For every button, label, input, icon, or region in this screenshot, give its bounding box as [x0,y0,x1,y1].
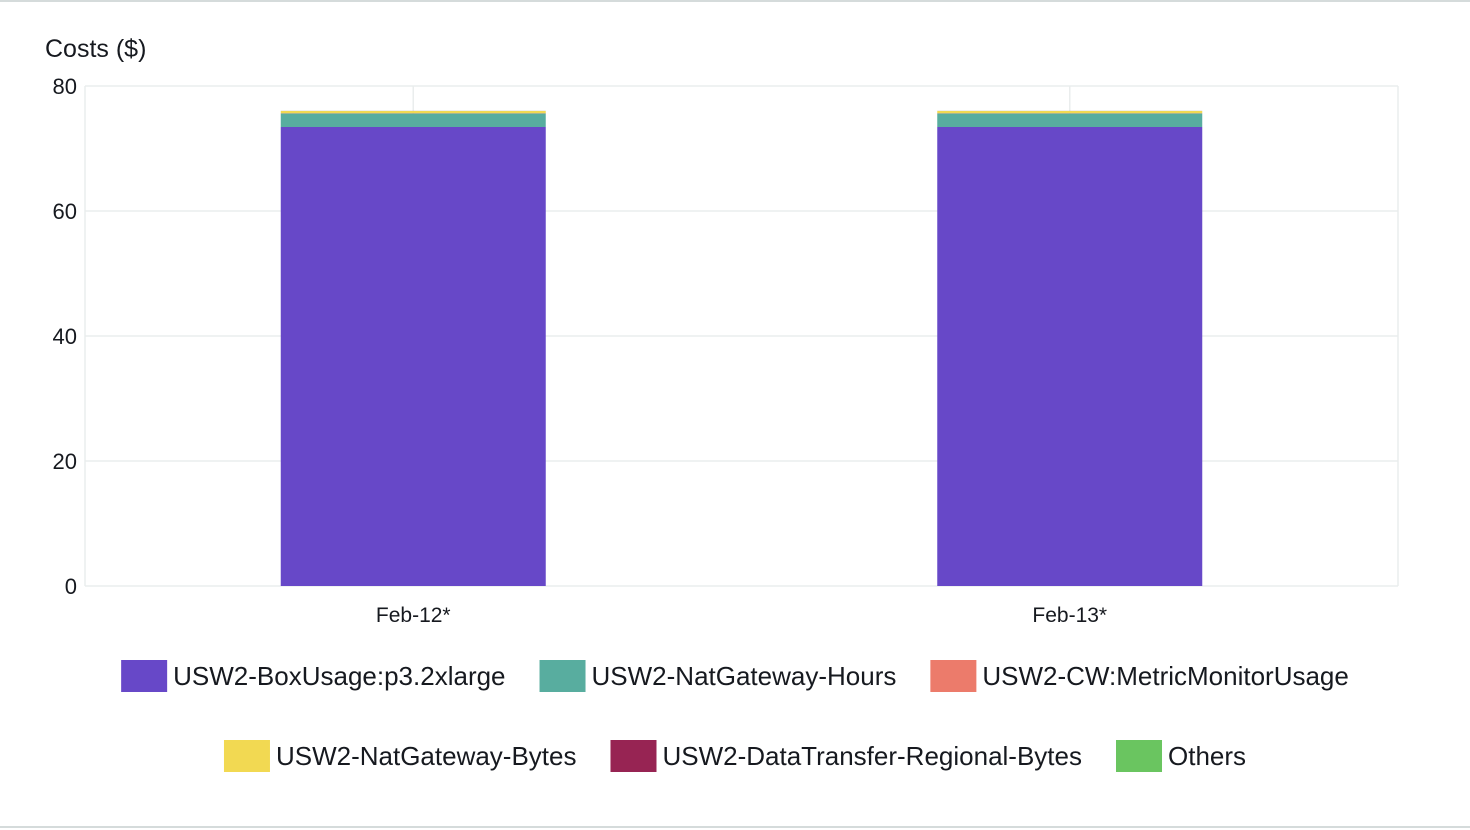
bar-segment[interactable] [281,111,546,113]
legend: USW2-BoxUsage:p3.2xlarge USW2-NatGateway-… [121,660,1349,772]
bar-segment[interactable] [937,127,1202,586]
x-tick-label: Feb-12* [376,604,451,627]
legend-label[interactable]: USW2-DataTransfer-Regional-Bytes [662,741,1082,771]
legend-swatch[interactable] [540,660,586,692]
bar-segment[interactable] [937,111,1202,113]
legend-label[interactable]: Others [1168,741,1246,771]
legend-label[interactable]: USW2-CW:MetricMonitorUsage [982,661,1348,691]
bar-segment[interactable] [937,114,1202,128]
bars [281,111,1203,586]
legend-swatch[interactable] [610,740,656,772]
legend-swatch[interactable] [1116,740,1162,772]
legend-swatch[interactable] [121,660,167,692]
y-tick-label: 80 [53,74,77,99]
y-tick-label: 40 [53,324,77,349]
y-tick-label: 20 [53,449,77,474]
x-tick-label: Feb-13* [1032,604,1107,627]
y-tick-label: 60 [53,199,77,224]
legend-label[interactable]: USW2-BoxUsage:p3.2xlarge [173,661,505,691]
bar-segment[interactable] [281,127,546,586]
legend-swatch[interactable] [224,740,270,772]
legend-swatch[interactable] [930,660,976,692]
legend-label[interactable]: USW2-NatGateway-Hours [592,661,897,691]
legend-label[interactable]: USW2-NatGateway-Bytes [276,741,577,771]
bar-segment[interactable] [281,114,546,128]
y-axis-title: Costs ($) [45,35,146,63]
y-tick-label: 0 [65,574,77,599]
